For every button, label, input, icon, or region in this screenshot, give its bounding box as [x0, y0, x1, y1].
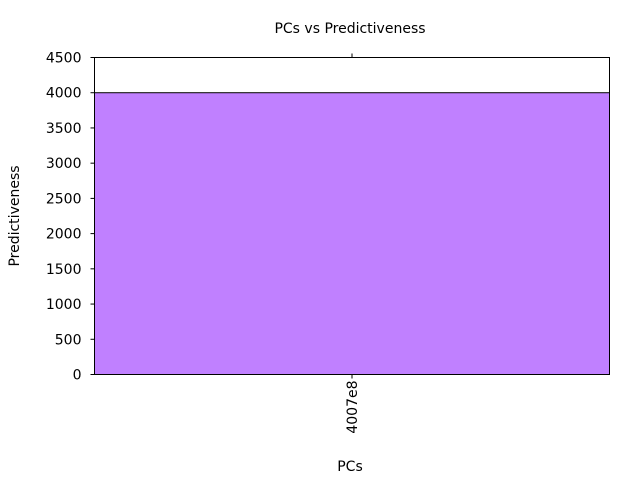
y-tick-label: 2500 — [46, 191, 82, 207]
y-tick-label: 3000 — [46, 156, 82, 172]
y-tick-label: 4500 — [46, 51, 82, 67]
x-tick-label: 4007e8 — [345, 381, 361, 434]
y-axis: 0 500 1000 1500 2000 2500 3000 3500 4000 4500 — [46, 51, 95, 384]
y-tick-label: 500 — [55, 332, 82, 348]
bar-4007e8 — [94, 92, 610, 375]
y-tick-label: 1000 — [46, 297, 82, 313]
y-tick-label: 0 — [73, 368, 82, 384]
x-axis: 4007e8 — [345, 53, 361, 434]
y-tick-label: 3500 — [46, 121, 82, 137]
y-tick-label: 1500 — [46, 262, 82, 278]
bars-layer — [94, 92, 610, 375]
chart-title: PCs vs Predictiveness — [274, 21, 425, 37]
y-tick-label: 2000 — [46, 227, 82, 243]
x-axis-label: PCs — [337, 459, 363, 475]
y-tick-label: 4000 — [46, 86, 82, 102]
y-axis-label: Predictiveness — [7, 165, 23, 266]
